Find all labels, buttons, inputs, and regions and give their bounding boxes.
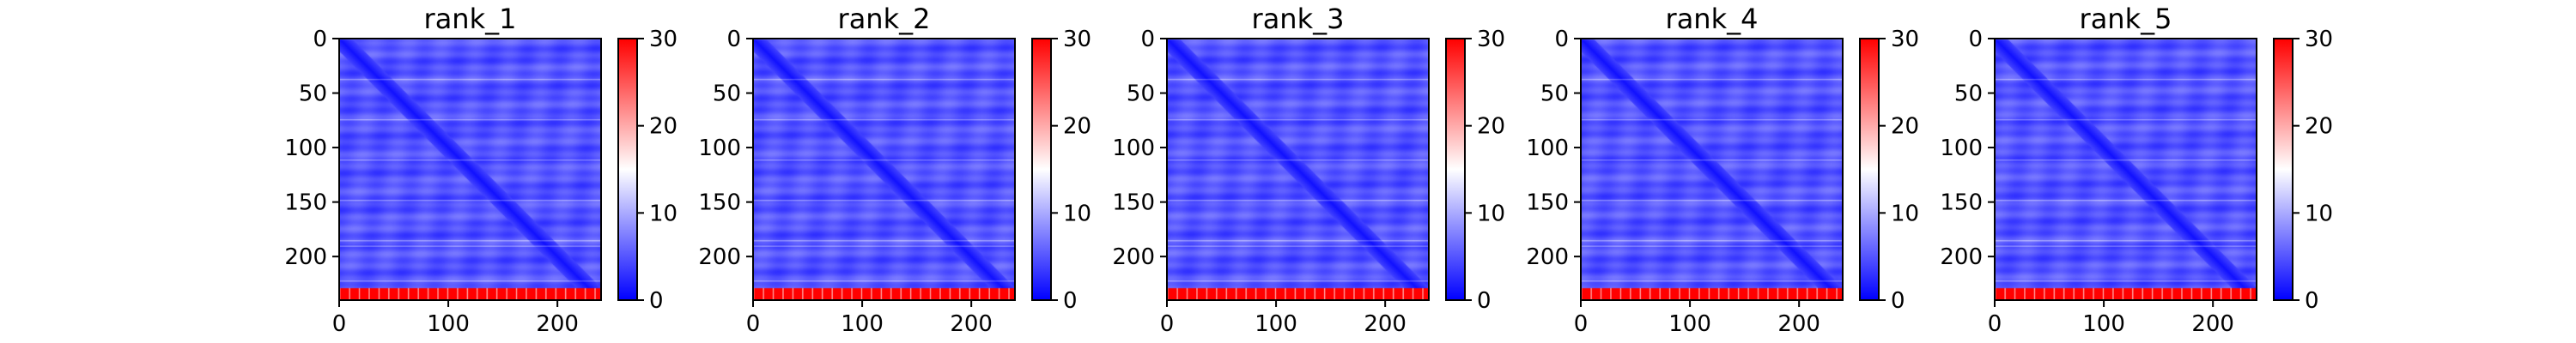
y-tick-label: 50 — [1540, 81, 1569, 107]
y-tick-label: 0 — [1968, 27, 1983, 52]
heatmap-image — [339, 39, 601, 300]
colorbar-tick-label: 20 — [1477, 114, 1505, 140]
y-tick-label: 0 — [726, 27, 741, 52]
plot-frame — [752, 38, 1016, 301]
y-tick-label: 0 — [313, 27, 327, 52]
y-tick-label: 100 — [284, 135, 327, 161]
y-tick-label: 150 — [698, 190, 741, 216]
panel-title: rank_2 — [838, 3, 931, 35]
colorbar-tick-label: 0 — [1891, 288, 1905, 314]
y-tick-label: 100 — [1526, 135, 1569, 161]
y-tick-label: 50 — [713, 81, 741, 107]
colorbar-frame — [2273, 38, 2293, 301]
colorbar-frame — [1445, 38, 1466, 301]
panel-5: rank_5 0 50 100 150 200 0 100 200 0 10 20 30 — [1940, 3, 2333, 337]
y-tick-label: 200 — [698, 244, 741, 270]
panel-4: rank_4 0 50 100 150 200 0 100 200 0 10 20 30 — [1526, 3, 1919, 337]
x-tick-label: 0 — [746, 311, 761, 337]
heatmap-image — [1581, 39, 1843, 300]
colorbar — [618, 39, 637, 300]
panel-title: rank_3 — [1252, 3, 1345, 35]
y-tick-label: 200 — [284, 244, 327, 270]
x-tick-label: 200 — [2191, 311, 2234, 337]
colorbar — [1032, 39, 1051, 300]
colorbar-tick-label: 0 — [1477, 288, 1492, 314]
x-tick-label: 100 — [1255, 311, 1297, 337]
x-tick-label: 200 — [1364, 311, 1406, 337]
colorbar-tick-label: 10 — [649, 201, 677, 226]
panel-title: rank_5 — [2080, 3, 2172, 35]
plot-frame — [338, 38, 602, 301]
panel-1: rank_1 0 50 100 150 200 0 100 200 0 10 20 30 — [284, 3, 677, 337]
colorbar-tick-label: 10 — [2305, 201, 2333, 226]
colorbar-tick-label: 10 — [1063, 201, 1091, 226]
colorbar-tick-label: 20 — [1891, 114, 1919, 140]
y-tick-label: 50 — [1954, 81, 1983, 107]
colorbar-tick-label: 20 — [1063, 114, 1091, 140]
x-tick-label: 200 — [950, 311, 993, 337]
y-tick-label: 150 — [284, 190, 327, 216]
colorbar-tick-label: 10 — [1477, 201, 1505, 226]
x-tick-label: 200 — [1777, 311, 1820, 337]
colorbar — [2274, 39, 2293, 300]
colorbar — [1446, 39, 1465, 300]
y-tick-label: 0 — [1140, 27, 1155, 52]
y-tick-label: 50 — [1127, 81, 1155, 107]
heatmap-image — [1995, 39, 2257, 300]
colorbar-frame — [1031, 38, 1052, 301]
colorbar-tick-label: 30 — [1477, 27, 1505, 52]
colorbar-tick-label: 20 — [2305, 114, 2333, 140]
heatmap-image — [1167, 39, 1429, 300]
x-tick-label: 0 — [332, 311, 347, 337]
y-tick-label: 200 — [1112, 244, 1155, 270]
x-tick-label: 100 — [427, 311, 470, 337]
y-tick-label: 150 — [1526, 190, 1569, 216]
y-tick-label: 200 — [1526, 244, 1569, 270]
plot-frame — [1580, 38, 1844, 301]
colorbar-tick-label: 30 — [1063, 27, 1091, 52]
colorbar-tick-label: 30 — [649, 27, 677, 52]
plot-frame — [1166, 38, 1430, 301]
x-tick-label: 0 — [1574, 311, 1589, 337]
x-tick-label: 0 — [1988, 311, 2002, 337]
y-tick-label: 200 — [1940, 244, 1983, 270]
panel-title: rank_4 — [1666, 3, 1759, 35]
colorbar-tick-label: 30 — [1891, 27, 1919, 52]
x-tick-label: 200 — [536, 311, 579, 337]
colorbar — [1860, 39, 1879, 300]
colorbar-tick-label: 20 — [649, 114, 677, 140]
heatmap-image — [753, 39, 1015, 300]
colorbar-frame — [617, 38, 638, 301]
colorbar-tick-label: 0 — [649, 288, 664, 314]
y-tick-label: 0 — [1554, 27, 1569, 52]
x-tick-label: 100 — [841, 311, 884, 337]
x-tick-label: 0 — [1160, 311, 1175, 337]
panel-3: rank_3 0 50 100 150 200 0 100 200 0 10 20 30 — [1112, 3, 1505, 337]
panel-2: rank_2 0 50 100 150 200 0 100 200 0 10 20 30 — [698, 3, 1091, 337]
y-tick-label: 100 — [698, 135, 741, 161]
x-tick-label: 100 — [1668, 311, 1711, 337]
y-tick-label: 150 — [1112, 190, 1155, 216]
y-tick-label: 150 — [1940, 190, 1983, 216]
colorbar-tick-label: 30 — [2305, 27, 2333, 52]
x-tick-label: 100 — [2082, 311, 2125, 337]
y-tick-label: 100 — [1940, 135, 1983, 161]
colorbar-tick-label: 0 — [1063, 288, 1078, 314]
colorbar-tick-label: 10 — [1891, 201, 1919, 226]
y-tick-label: 50 — [299, 81, 327, 107]
plot-frame — [1994, 38, 2257, 301]
colorbar-tick-label: 0 — [2305, 288, 2319, 314]
panel-title: rank_1 — [424, 3, 517, 35]
colorbar-frame — [1859, 38, 1880, 301]
y-tick-label: 100 — [1112, 135, 1155, 161]
